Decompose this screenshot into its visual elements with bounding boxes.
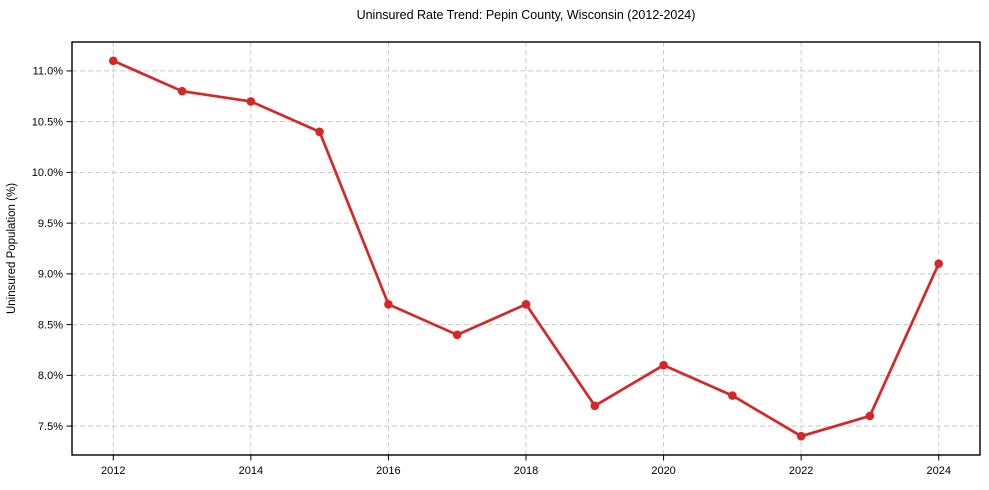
data-point	[109, 56, 118, 66]
x-tick-label: 2020	[651, 465, 675, 477]
x-tick-label: 2014	[239, 465, 263, 477]
data-point	[934, 259, 943, 269]
plot-border	[71, 41, 981, 456]
data-point	[521, 300, 531, 309]
data-point	[659, 360, 668, 370]
spine-layer	[71, 41, 981, 456]
data-point	[796, 431, 806, 441]
y-tick-label: 9.0%	[38, 269, 63, 281]
x-tick-label: 2012	[101, 465, 125, 477]
grid-layer	[72, 42, 980, 455]
tick-layer: 7.5% 8.0% 8.5% 9.0% 9.5% 10.0% 10.5% 11.0% 2012 2…	[32, 66, 951, 477]
chart-title: Uninsured Rate Trend: Pepin County, Wisc…	[357, 8, 696, 22]
data-point	[865, 411, 875, 421]
y-tick-label: 9.5%	[38, 218, 63, 230]
x-tick-label: 2018	[514, 465, 538, 477]
data-point	[728, 391, 737, 400]
data-point	[384, 300, 393, 309]
x-tick-label: 2024	[926, 465, 950, 477]
series-layer	[109, 56, 943, 441]
y-tick-label: 7.5%	[38, 421, 63, 433]
data-point	[246, 97, 256, 106]
data-point	[315, 127, 324, 137]
data-point	[177, 86, 187, 96]
y-tick-label: 8.5%	[38, 319, 63, 331]
y-tick-label: 10.0%	[32, 167, 63, 179]
y-tick-label: 11.0%	[33, 66, 64, 78]
y-axis-label: Uninsured Population (%)	[6, 183, 18, 314]
data-point	[590, 401, 600, 411]
y-tick-label: 8.0%	[38, 370, 63, 382]
data-point	[452, 330, 462, 340]
y-tick-label: 10.5%	[32, 116, 63, 128]
x-tick-label: 2022	[789, 465, 813, 477]
x-tick-label: 2016	[376, 465, 400, 477]
